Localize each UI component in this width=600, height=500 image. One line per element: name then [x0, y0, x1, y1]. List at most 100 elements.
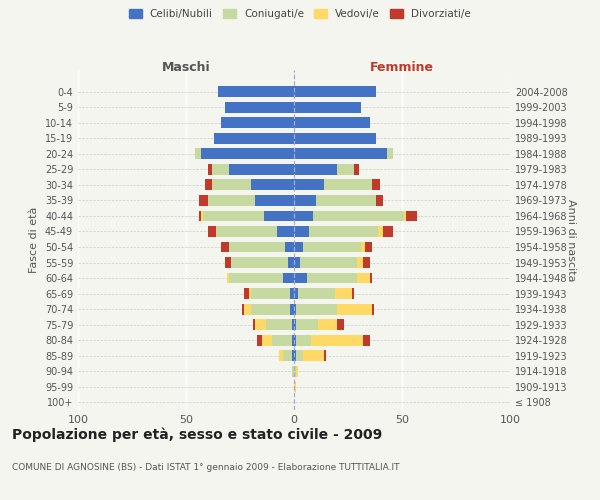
Bar — [294, 242, 302, 252]
Bar — [294, 304, 296, 314]
Bar — [316, 195, 376, 206]
Bar — [307, 272, 356, 283]
Text: Maschi: Maschi — [161, 61, 211, 74]
Bar — [266, 319, 292, 330]
Bar — [337, 304, 372, 314]
Bar — [296, 334, 311, 345]
Bar — [229, 272, 283, 283]
Bar — [356, 272, 370, 283]
Bar — [262, 334, 272, 345]
Bar — [277, 226, 294, 237]
Bar — [292, 350, 294, 361]
Bar — [255, 319, 266, 330]
Bar — [216, 226, 277, 237]
Bar — [203, 210, 264, 222]
Bar — [318, 319, 337, 330]
Bar — [251, 304, 290, 314]
Bar — [363, 257, 370, 268]
Bar — [383, 226, 394, 237]
Legend: Celibi/Nubili, Coniugati/e, Vedovi/e, Divorziati/e: Celibi/Nubili, Coniugati/e, Vedovi/e, Di… — [125, 5, 475, 24]
Bar — [214, 133, 294, 143]
Bar — [365, 242, 372, 252]
Bar — [212, 180, 251, 190]
Bar — [225, 257, 232, 268]
Bar — [194, 148, 201, 160]
Bar — [251, 288, 290, 299]
Bar — [227, 272, 229, 283]
Bar — [361, 242, 365, 252]
Y-axis label: Fasce di età: Fasce di età — [29, 207, 39, 273]
Bar — [286, 242, 294, 252]
Bar — [324, 350, 326, 361]
Bar — [229, 242, 286, 252]
Bar — [208, 226, 216, 237]
Bar — [301, 257, 356, 268]
Bar — [298, 288, 335, 299]
Bar — [294, 164, 337, 175]
Bar — [294, 257, 301, 268]
Bar — [201, 148, 294, 160]
Bar — [404, 210, 406, 222]
Bar — [221, 242, 229, 252]
Bar — [309, 226, 378, 237]
Bar — [294, 133, 376, 143]
Bar — [290, 288, 294, 299]
Bar — [294, 195, 316, 206]
Bar — [296, 350, 302, 361]
Bar — [292, 334, 294, 345]
Bar — [294, 226, 309, 237]
Bar — [296, 319, 318, 330]
Bar — [205, 180, 212, 190]
Bar — [356, 257, 363, 268]
Bar — [378, 226, 383, 237]
Text: Popolazione per età, sesso e stato civile - 2009: Popolazione per età, sesso e stato civil… — [12, 428, 382, 442]
Bar — [294, 272, 307, 283]
Bar — [324, 180, 372, 190]
Bar — [370, 272, 372, 283]
Bar — [283, 272, 294, 283]
Bar — [313, 210, 404, 222]
Bar — [242, 304, 244, 314]
Bar — [253, 319, 255, 330]
Bar — [244, 304, 251, 314]
Bar — [294, 210, 313, 222]
Bar — [294, 350, 296, 361]
Bar — [296, 304, 337, 314]
Bar — [244, 288, 248, 299]
Bar — [355, 164, 359, 175]
Text: Femmine: Femmine — [370, 61, 434, 74]
Bar — [294, 334, 296, 345]
Bar — [387, 148, 394, 160]
Bar — [257, 334, 262, 345]
Bar — [406, 210, 417, 222]
Bar — [294, 366, 296, 376]
Bar — [337, 319, 344, 330]
Bar — [290, 304, 294, 314]
Bar — [221, 118, 294, 128]
Bar — [292, 366, 294, 376]
Bar — [208, 195, 255, 206]
Bar — [251, 180, 294, 190]
Bar — [272, 334, 292, 345]
Bar — [279, 350, 283, 361]
Text: COMUNE DI AGNOSINE (BS) - Dati ISTAT 1° gennaio 2009 - Elaborazione TUTTITALIA.I: COMUNE DI AGNOSINE (BS) - Dati ISTAT 1° … — [12, 462, 400, 471]
Bar — [264, 210, 294, 222]
Bar — [302, 350, 324, 361]
Bar — [287, 257, 294, 268]
Bar — [372, 304, 374, 314]
Bar — [294, 102, 361, 113]
Bar — [232, 257, 287, 268]
Bar — [363, 334, 370, 345]
Y-axis label: Anni di nascita: Anni di nascita — [566, 198, 576, 281]
Bar — [337, 164, 355, 175]
Bar — [372, 180, 380, 190]
Bar — [212, 164, 229, 175]
Bar — [294, 382, 296, 392]
Bar — [376, 195, 383, 206]
Bar — [208, 164, 212, 175]
Bar — [283, 350, 292, 361]
Bar — [199, 210, 201, 222]
Bar — [294, 180, 324, 190]
Bar — [294, 118, 370, 128]
Bar — [229, 164, 294, 175]
